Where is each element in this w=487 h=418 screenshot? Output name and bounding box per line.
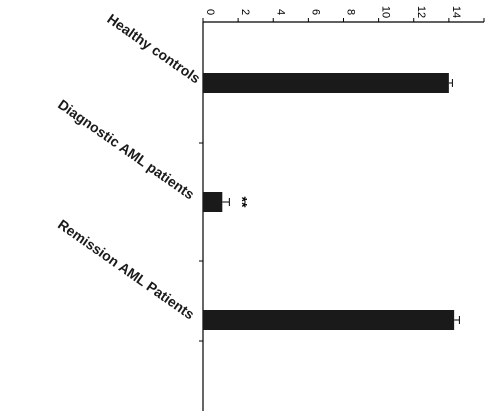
value-tick-label: 8 <box>345 9 357 15</box>
value-tick-label: 12 <box>415 6 427 18</box>
category-label: Healthy controls <box>104 10 203 86</box>
bar <box>203 192 223 212</box>
value-tick-label: 16 <box>485 6 487 18</box>
value-tick-label: 0 <box>204 9 216 15</box>
axes: 0 2 4 6 8 10 12 14 16 <box>199 6 487 411</box>
category-label: Diagnostic AML patients <box>55 96 198 202</box>
value-tick-label: 4 <box>274 9 286 15</box>
value-tick-label: 14 <box>450 6 462 18</box>
value-tick-label: 6 <box>309 9 321 15</box>
category-label: Remission AML Patients <box>55 216 198 322</box>
significance-annotation: ** <box>234 197 250 208</box>
category-labels: Healthy controls Diagnostic AML patients R… <box>55 10 204 322</box>
bars: ** <box>203 73 460 330</box>
bar <box>203 310 455 330</box>
value-tick-label: 2 <box>239 9 251 15</box>
bar <box>203 73 449 93</box>
value-tick-label: 10 <box>380 6 392 18</box>
